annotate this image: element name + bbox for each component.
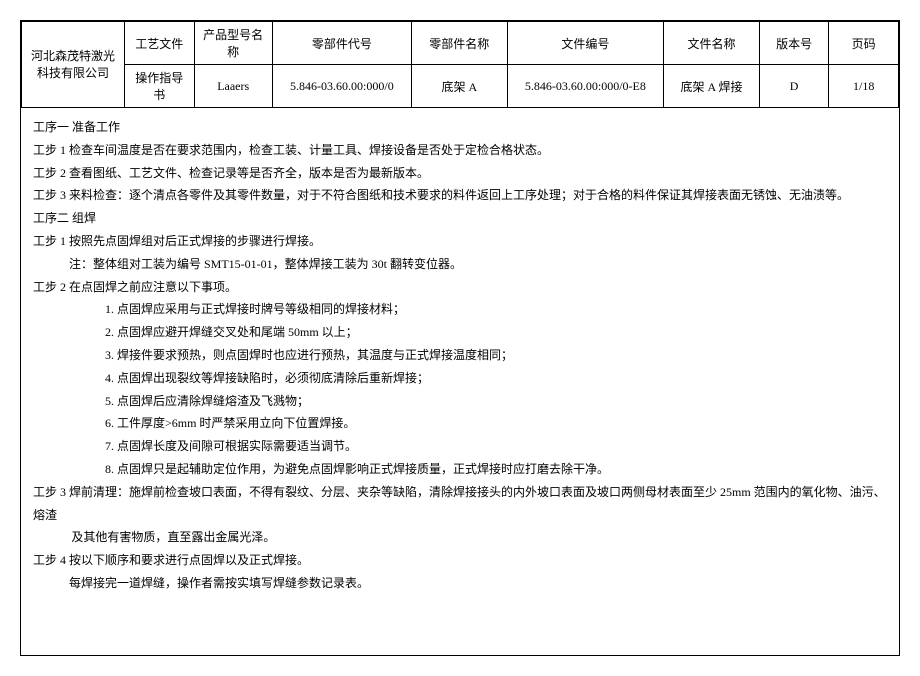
- document-frame: 河北森茂特激光科技有限公司 工艺文件 产品型号名称 零部件代号 零部件名称 文件…: [20, 20, 900, 656]
- list-item: 2. 点固焊应避开焊缝交叉处和尾端 50mm 以上；: [105, 321, 887, 344]
- proc1-title: 工序一 准备工作: [33, 116, 887, 139]
- list-item: 8. 点固焊只是起辅助定位作用，为避免点固焊影响正式焊接质量，正式焊接时应打磨去…: [105, 458, 887, 481]
- proc2-step4: 工步 4 按以下顺序和要求进行点固焊以及正式焊接。: [33, 549, 887, 572]
- hdr-product-model: 产品型号名称: [194, 22, 272, 65]
- proc2-step1: 工步 1 按照先点固焊组对后正式焊接的步骤进行焊接。: [33, 230, 887, 253]
- list-item: 5. 点固焊后应清除焊缝熔渣及飞溅物；: [105, 390, 887, 413]
- val-part-code: 5.846-03.60.00:000/0: [272, 65, 411, 108]
- val-file-no: 5.846-03.60.00:000/0-E8: [507, 65, 664, 108]
- proc2-step3-line1: 工步 3 焊前清理：施焊前检查坡口表面，不得有裂纹、分层、夹杂等缺陷，清除焊接接…: [33, 481, 887, 527]
- company-name: 河北森茂特激光科技有限公司: [22, 22, 125, 108]
- val-version: D: [759, 65, 829, 108]
- val-page: 1/18: [829, 65, 899, 108]
- proc1-step1: 工步 1 检查车间温度是否在要求范围内，检查工装、计量工具、焊接设备是否处于定检…: [33, 139, 887, 162]
- list-item: 3. 焊接件要求预热，则点固焊时也应进行预热，其温度与正式焊接温度相同；: [105, 344, 887, 367]
- list-item: 4. 点固焊出现裂纹等焊接缺陷时，必须彻底清除后重新焊接；: [105, 367, 887, 390]
- list-item: 6. 工件厚度>6mm 时严禁采用立向下位置焊接。: [105, 412, 887, 435]
- val-part-name: 底架 A: [411, 65, 507, 108]
- proc2-title: 工序二 组焊: [33, 207, 887, 230]
- list-item: 7. 点固焊长度及间隙可根据实际需要适当调节。: [105, 435, 887, 458]
- precaution-list: 1. 点固焊应采用与正式焊接时牌号等级相同的焊接材料； 2. 点固焊应避开焊缝交…: [33, 298, 887, 480]
- hdr-file-name: 文件名称: [664, 22, 760, 65]
- proc2-step3-line2: 及其他有害物质，直至露出金属光泽。: [33, 526, 887, 549]
- val-process-file: 操作指导书: [125, 65, 195, 108]
- proc1-step2: 工步 2 查看图纸、工艺文件、检查记录等是否齐全，版本是否为最新版本。: [33, 162, 887, 185]
- hdr-process-file: 工艺文件: [125, 22, 195, 65]
- proc2-note: 注：整体组对工装为编号 SMT15-01-01，整体焊接工装为 30t 翻转变位…: [33, 253, 887, 276]
- val-product-model: Laaers: [194, 65, 272, 108]
- content-body: 工序一 准备工作 工步 1 检查车间温度是否在要求范围内，检查工装、计量工具、焊…: [21, 108, 899, 655]
- hdr-part-code: 零部件代号: [272, 22, 411, 65]
- hdr-part-name: 零部件名称: [411, 22, 507, 65]
- val-file-name: 底架 A 焊接: [664, 65, 760, 108]
- hdr-file-no: 文件编号: [507, 22, 664, 65]
- list-item: 1. 点固焊应采用与正式焊接时牌号等级相同的焊接材料；: [105, 298, 887, 321]
- hdr-page: 页码: [829, 22, 899, 65]
- proc1-step3: 工步 3 来料检查：逐个清点各零件及其零件数量，对于不符合图纸和技术要求的料件返…: [33, 184, 887, 207]
- proc2-tail: 每焊接完一道焊缝，操作者需按实填写焊缝参数记录表。: [33, 572, 887, 595]
- hdr-version: 版本号: [759, 22, 829, 65]
- proc2-step2: 工步 2 在点固焊之前应注意以下事项。: [33, 276, 887, 299]
- header-table: 河北森茂特激光科技有限公司 工艺文件 产品型号名称 零部件代号 零部件名称 文件…: [21, 21, 899, 108]
